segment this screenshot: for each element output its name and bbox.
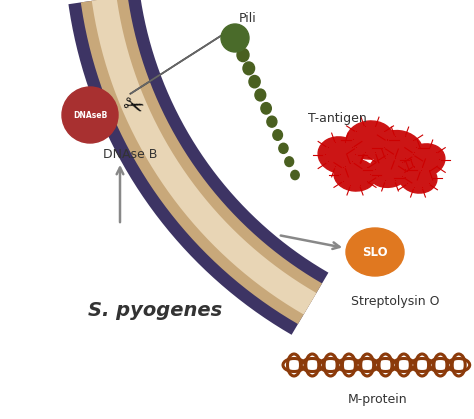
- Ellipse shape: [291, 171, 299, 180]
- Text: S. pyogenes: S. pyogenes: [88, 300, 222, 320]
- Ellipse shape: [255, 89, 266, 101]
- Text: DNAse B: DNAse B: [103, 148, 157, 161]
- Text: T-antigen: T-antigen: [308, 111, 367, 124]
- Text: ✂: ✂: [119, 93, 147, 123]
- Circle shape: [62, 87, 118, 143]
- Ellipse shape: [318, 137, 362, 173]
- Ellipse shape: [267, 116, 277, 127]
- Ellipse shape: [405, 144, 445, 176]
- Ellipse shape: [249, 75, 260, 88]
- Ellipse shape: [334, 159, 376, 191]
- Ellipse shape: [368, 153, 412, 187]
- Circle shape: [221, 24, 249, 52]
- Ellipse shape: [261, 103, 271, 114]
- Ellipse shape: [346, 228, 404, 276]
- Text: SLO: SLO: [362, 246, 388, 259]
- Ellipse shape: [346, 121, 394, 159]
- Text: DNAseB: DNAseB: [73, 111, 107, 119]
- Ellipse shape: [243, 62, 255, 75]
- Ellipse shape: [377, 131, 423, 166]
- Ellipse shape: [399, 163, 437, 193]
- Ellipse shape: [285, 157, 293, 166]
- Ellipse shape: [273, 130, 283, 140]
- Ellipse shape: [279, 143, 288, 153]
- Text: Streptolysin O: Streptolysin O: [351, 295, 439, 308]
- Text: M-protein: M-protein: [348, 393, 408, 406]
- Ellipse shape: [237, 49, 249, 62]
- Text: Pili: Pili: [239, 12, 257, 25]
